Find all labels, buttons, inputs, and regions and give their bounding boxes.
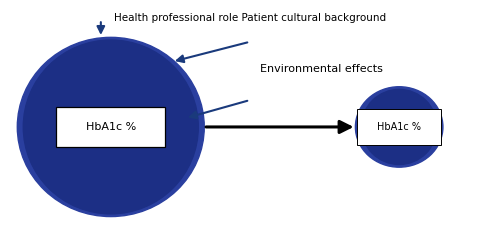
- Ellipse shape: [18, 37, 204, 217]
- Ellipse shape: [362, 89, 437, 165]
- Text: Environmental effects: Environmental effects: [260, 64, 383, 74]
- Text: Health professional role Patient cultural background: Health professional role Patient cultura…: [114, 13, 386, 23]
- FancyBboxPatch shape: [357, 109, 442, 145]
- Ellipse shape: [356, 87, 443, 167]
- Ellipse shape: [24, 40, 199, 214]
- Text: HbA1c %: HbA1c %: [86, 122, 136, 132]
- Text: HbA1c %: HbA1c %: [377, 122, 421, 132]
- FancyBboxPatch shape: [56, 107, 166, 147]
